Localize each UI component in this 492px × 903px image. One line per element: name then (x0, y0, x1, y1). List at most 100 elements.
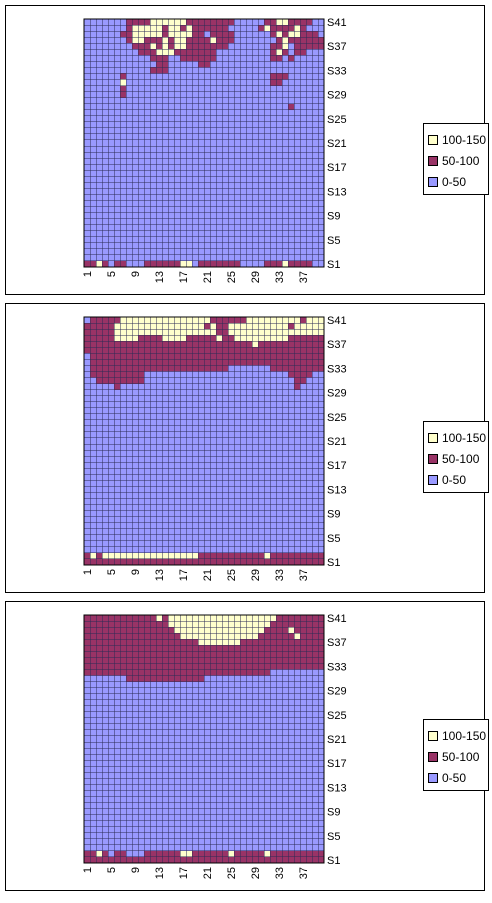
y-tick-label: S33 (327, 363, 347, 375)
x-tick-label: 33 (274, 271, 286, 283)
heatmap-cell (150, 615, 157, 622)
heatmap-cell (306, 365, 313, 372)
heatmap-cell (162, 558, 169, 566)
heatmap-cell (294, 329, 301, 336)
heatmap-cell (90, 669, 97, 676)
heatmap-cell (252, 359, 259, 366)
heatmap-cell (174, 669, 181, 676)
heatmap-cell (312, 365, 319, 372)
heatmap-3: 1 5 9 13 17 21 25 29 33 37 S1 S5 S9 S13 S17 S21 S25 S29 S3… (82, 613, 347, 879)
heatmap-cell (120, 651, 127, 658)
heatmap-cell (252, 663, 259, 670)
heatmap-cell (96, 850, 103, 858)
heatmap-cell (234, 669, 241, 676)
heatmap-cell (132, 371, 139, 378)
heatmap-cell (102, 856, 109, 864)
heatmap-cell (108, 663, 115, 670)
heatmap-cell (96, 341, 103, 348)
heatmap-cell (96, 365, 103, 372)
heatmap-cell (318, 335, 325, 342)
heatmap-cell (114, 383, 121, 390)
heatmap-cell (150, 850, 157, 858)
heatmap-cell (300, 621, 307, 628)
heatmap-cell (174, 260, 181, 268)
heatmap-cell (282, 639, 289, 646)
heatmap-cell (276, 558, 283, 566)
heatmap-cell (96, 657, 103, 664)
heatmap-cell (96, 663, 103, 670)
heatmap-cell (198, 61, 205, 68)
heatmap-cell (264, 615, 271, 622)
heatmap-cell (132, 663, 139, 670)
heatmap-cell (108, 341, 115, 348)
heatmap-cell (228, 856, 235, 864)
heatmap-cell (132, 353, 139, 360)
heatmap-cell (150, 19, 157, 26)
heatmap-cell (204, 657, 211, 664)
heatmap-cell (234, 633, 241, 640)
heatmap-cell (96, 627, 103, 634)
heatmap-cell (270, 558, 277, 566)
heatmap-cell (102, 353, 109, 360)
heatmap-cell (306, 323, 313, 330)
heatmap-cell (102, 558, 109, 566)
heatmap-cell (126, 31, 133, 38)
heatmap-cell (156, 43, 163, 50)
heatmap-cell (270, 329, 277, 336)
heatmap-cell (150, 260, 157, 268)
heatmap-cell (252, 558, 259, 566)
heatmap-cell (276, 633, 283, 640)
heatmap-cell (228, 317, 235, 324)
heatmap-cell (276, 73, 283, 80)
heatmap-cell (96, 353, 103, 360)
heatmap-cell (180, 633, 187, 640)
heatmap-cell (132, 365, 139, 372)
y-tick-label: S25 (327, 412, 347, 424)
heatmap-cell (216, 347, 223, 354)
heatmap-cell (306, 615, 313, 622)
heatmap-cell (318, 651, 325, 658)
heatmap-cell (300, 25, 307, 32)
heatmap-cell (216, 615, 223, 622)
heatmap-cell (150, 663, 157, 670)
heatmap-cell (114, 353, 121, 360)
heatmap-cell (192, 850, 199, 858)
heatmap-cell (234, 621, 241, 628)
heatmap-cell (306, 260, 313, 268)
heatmap-cell (174, 329, 181, 336)
x-tick-label: 13 (154, 271, 166, 283)
heatmap-cell (162, 639, 169, 646)
heatmap-cell (216, 850, 223, 858)
heatmap-cell (168, 43, 175, 50)
heatmap-cell (144, 645, 151, 652)
heatmap-cell (306, 639, 313, 646)
heatmap-cell (186, 19, 193, 26)
heatmap-cell (114, 850, 121, 858)
legend-label: 100-150 (442, 728, 487, 743)
y-tick-label: S1 (327, 557, 340, 569)
heatmap-cell (126, 323, 133, 330)
heatmap-cell (240, 645, 247, 652)
heatmap-cell (270, 359, 277, 366)
heatmap-cell (216, 19, 223, 26)
heatmap-cell (180, 37, 187, 44)
heatmap-cell (318, 615, 325, 622)
heatmap-cell (240, 856, 247, 864)
heatmap-cell (246, 359, 253, 366)
heatmap-cell (144, 329, 151, 336)
heatmap-cell (84, 323, 91, 330)
heatmap-cell (144, 341, 151, 348)
heatmap-cell (204, 645, 211, 652)
heatmap-cell (156, 359, 163, 366)
heatmap-cell (180, 347, 187, 354)
heatmap-cell (138, 19, 145, 26)
heatmap-cell (192, 663, 199, 670)
heatmap-cell (144, 49, 151, 56)
heatmap-cell (276, 651, 283, 658)
heatmap-cell (294, 856, 301, 864)
heatmap-cell (114, 260, 121, 268)
heatmap-cell (132, 651, 139, 658)
heatmap-cell (276, 335, 283, 342)
heatmap-cell (126, 663, 133, 670)
heatmap-cell (180, 856, 187, 864)
